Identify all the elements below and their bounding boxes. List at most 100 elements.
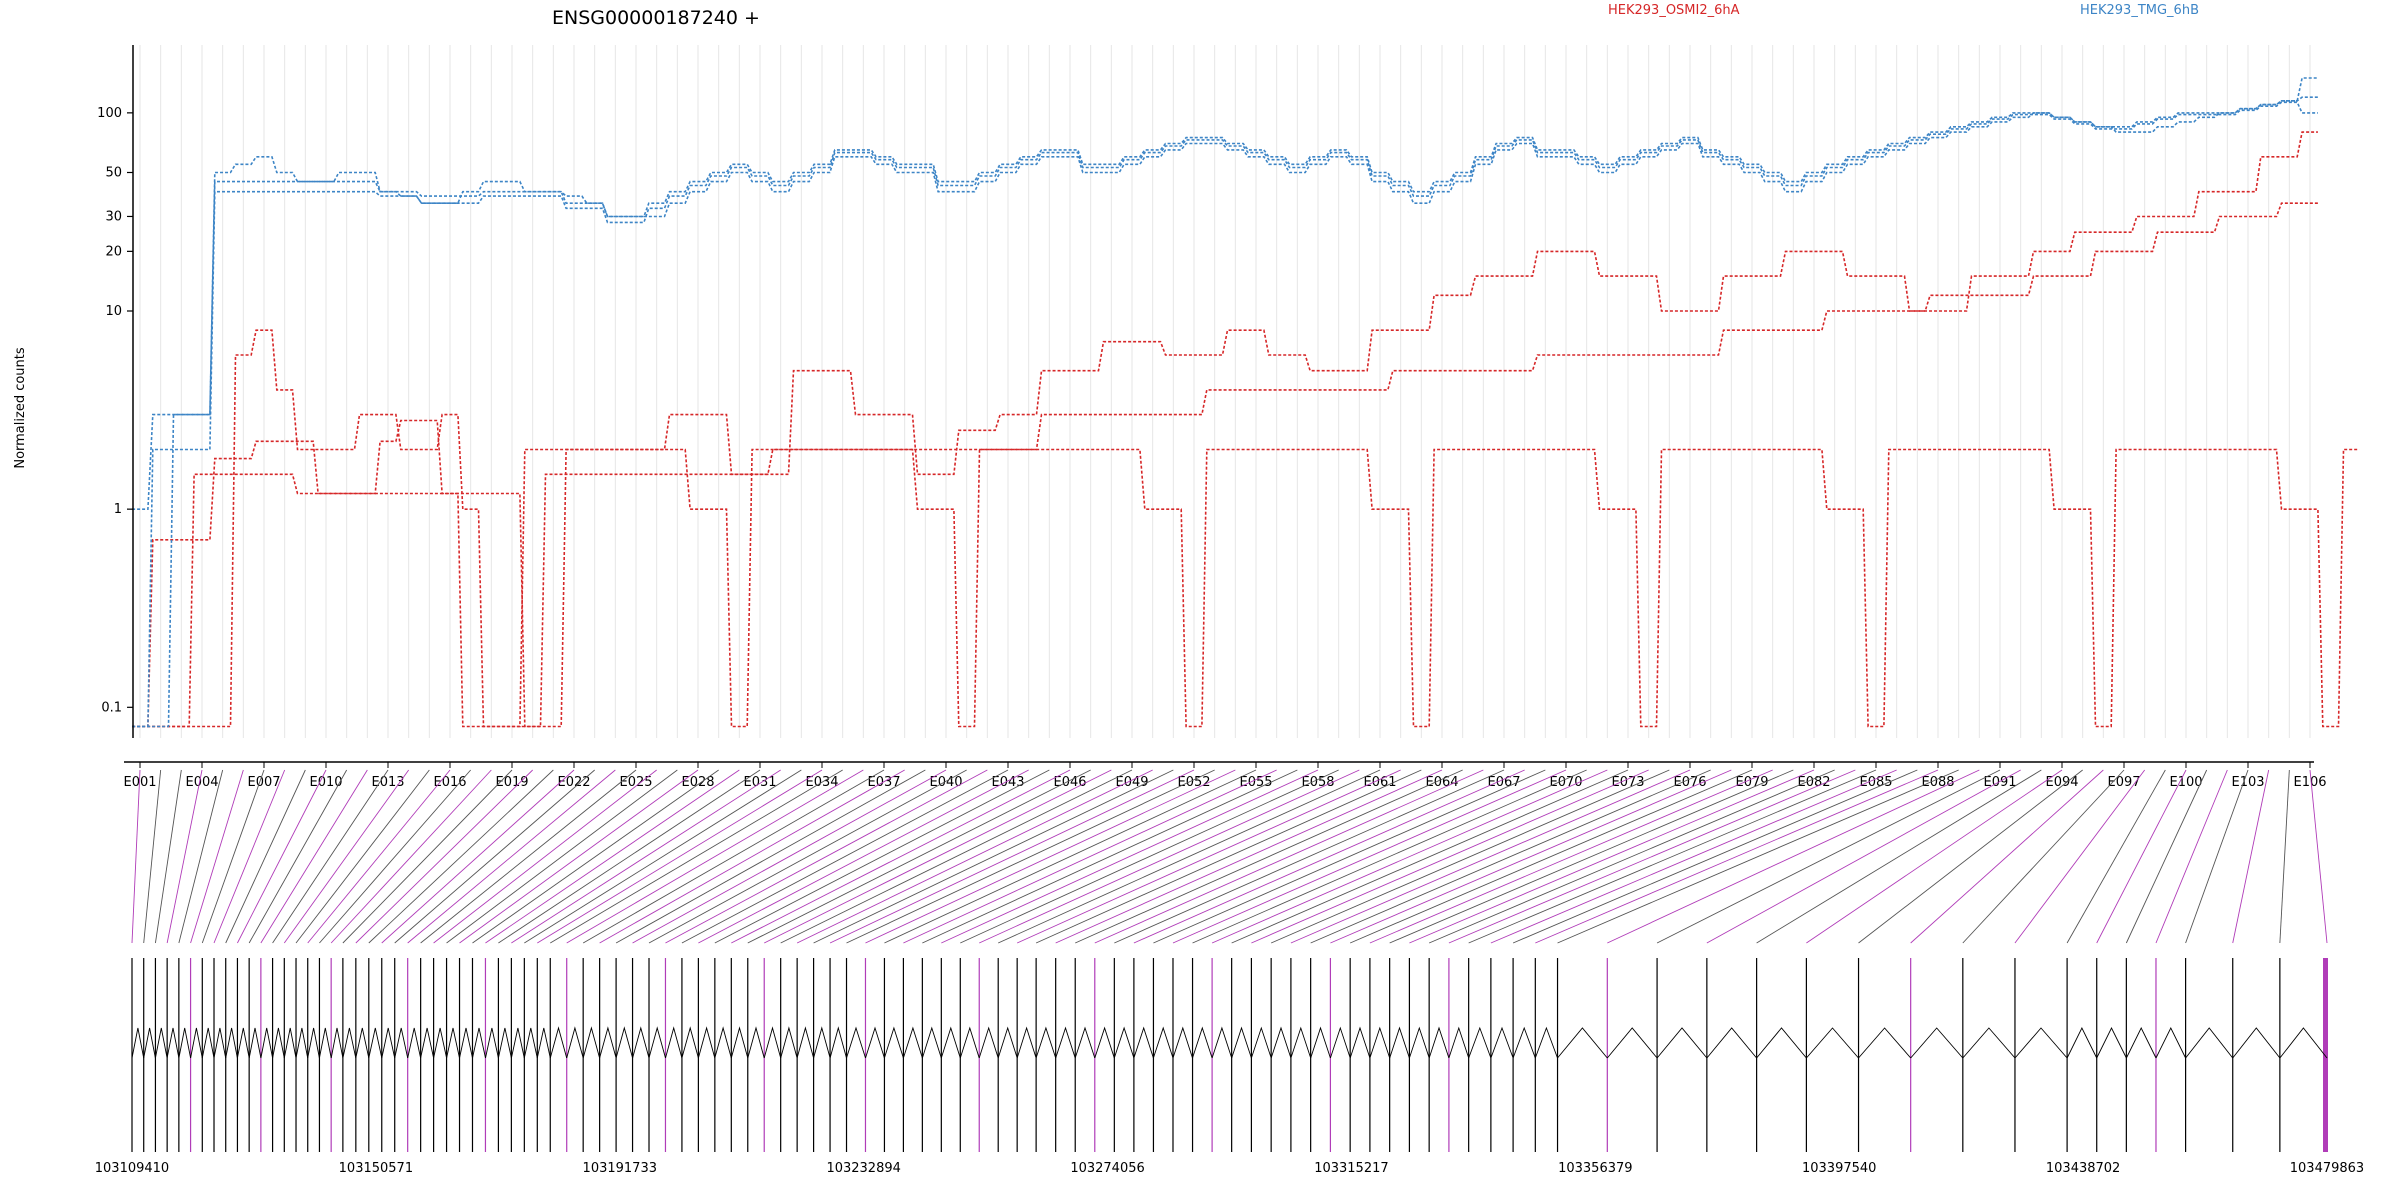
intron-line bbox=[1910, 1027, 1964, 1059]
exon-mapping-line bbox=[813, 769, 1174, 944]
exon-mapping-line bbox=[747, 769, 1091, 944]
exon-mapping-line bbox=[1114, 769, 1505, 944]
x-tick-label: E055 bbox=[1239, 775, 1272, 790]
exon-mapping-line bbox=[307, 769, 451, 944]
exon-mapping-line bbox=[260, 769, 368, 944]
genomic-coordinate-label: 103232894 bbox=[826, 1161, 900, 1176]
y-tick-label: 0.1 bbox=[101, 700, 122, 715]
genomic-coordinate-label: 103438702 bbox=[2046, 1161, 2120, 1176]
intron-line bbox=[1606, 1027, 1658, 1059]
exon-mapping-line bbox=[1192, 769, 1587, 944]
intron-line bbox=[763, 1026, 782, 1059]
intron-line bbox=[178, 1027, 192, 1059]
intron-line bbox=[1512, 1026, 1536, 1059]
exon-mapping-line bbox=[1806, 769, 2063, 944]
exon-mapping-line bbox=[2066, 769, 2166, 944]
exon-mapping-line bbox=[979, 769, 1360, 944]
x-tick-label: E106 bbox=[2293, 775, 2326, 790]
genomic-coordinate-labels: 103109410 103150571 103191733 103232894 1032… bbox=[95, 1161, 2364, 1176]
exon-mapping-line bbox=[796, 769, 1153, 944]
exon-mapping-line bbox=[1557, 769, 1959, 944]
intron-line bbox=[1250, 1026, 1272, 1059]
legend-item-a: HEK293_OSMI2_6hA bbox=[1608, 3, 1740, 18]
x-tick-label: E079 bbox=[1735, 775, 1768, 790]
intron-line bbox=[2279, 1027, 2328, 1059]
exon-mapping-line bbox=[615, 769, 926, 944]
intron-line bbox=[1211, 1026, 1233, 1059]
exon-mapping-line bbox=[1075, 769, 1463, 944]
intron-line bbox=[536, 1027, 551, 1059]
exon-mapping-line bbox=[330, 769, 492, 944]
exon-mapping-line bbox=[2155, 769, 2228, 944]
exon-mapping-line bbox=[903, 769, 1277, 944]
intron-line bbox=[330, 1027, 344, 1059]
intron-line bbox=[143, 1027, 156, 1059]
genomic-coordinate-label: 103274056 bbox=[1070, 1161, 1144, 1176]
chart-title: ENSG00000187240 + bbox=[552, 7, 760, 29]
intron-line bbox=[1094, 1026, 1115, 1059]
intron-line bbox=[599, 1026, 617, 1059]
intron-line bbox=[1389, 1026, 1410, 1059]
intron-line bbox=[582, 1026, 601, 1059]
intron-line bbox=[648, 1026, 666, 1059]
exon-mapping-line bbox=[1490, 769, 1897, 944]
intron-line bbox=[1962, 1027, 2016, 1059]
exon-mapping-line bbox=[524, 769, 802, 944]
intron-line bbox=[921, 1026, 942, 1059]
y-tick-label: 30 bbox=[105, 209, 122, 224]
x-tick-label: E067 bbox=[1487, 775, 1520, 790]
intron-line bbox=[883, 1026, 904, 1059]
intron-line bbox=[1656, 1027, 1708, 1059]
exon-mapping-line bbox=[648, 769, 967, 944]
intron-line bbox=[1806, 1027, 1859, 1059]
series-line bbox=[132, 96, 2318, 510]
x-tick-label: E007 bbox=[247, 775, 280, 790]
intron-line bbox=[1858, 1027, 1912, 1059]
series-line bbox=[132, 77, 2318, 728]
intron-line bbox=[2066, 1026, 2098, 1059]
intron-line bbox=[1074, 1026, 1096, 1059]
y-tick-label: 100 bbox=[97, 106, 122, 121]
intron-line bbox=[796, 1026, 815, 1059]
x-tick-label: E022 bbox=[557, 775, 590, 790]
x-tick-label: E016 bbox=[433, 775, 466, 790]
intron-line bbox=[368, 1027, 383, 1059]
intron-line bbox=[632, 1026, 650, 1059]
intron-line bbox=[1756, 1027, 1807, 1059]
exon-mapping-line bbox=[1962, 769, 2125, 944]
intron-line bbox=[2125, 1026, 2157, 1059]
exon-mapping-line bbox=[1858, 769, 2083, 944]
x-tick-label: E070 bbox=[1549, 775, 1582, 790]
exon-mapping-line bbox=[829, 769, 1195, 944]
exon-mapping-line bbox=[1310, 769, 1711, 944]
exon-mapping-line bbox=[1428, 769, 1835, 944]
exon-mapping-line bbox=[178, 769, 224, 944]
intron-line bbox=[1310, 1026, 1331, 1059]
exon-mapping-line bbox=[2309, 769, 2328, 944]
intron-line bbox=[697, 1026, 716, 1059]
exon-mapping-line bbox=[190, 769, 244, 944]
intron-line bbox=[1329, 1026, 1351, 1059]
intron-line bbox=[2014, 1027, 2068, 1059]
genomic-coordinate-label: 103479863 bbox=[2290, 1161, 2364, 1176]
intron-line bbox=[665, 1026, 683, 1059]
intron-line bbox=[283, 1027, 297, 1059]
exon-mapping-line bbox=[632, 769, 947, 944]
exon-mapping-line bbox=[1270, 769, 1670, 944]
intron-line bbox=[394, 1027, 409, 1059]
x-tick-labels: E001 E004 E007 E010 E013 E016 E019 E022 E025 E028… bbox=[123, 762, 2327, 790]
exon-mapping-line bbox=[1706, 769, 2021, 944]
exon-block bbox=[2323, 958, 2328, 1152]
intron-line bbox=[166, 1027, 180, 1059]
exon-mapping-line bbox=[225, 769, 306, 944]
intron-line bbox=[1557, 1027, 1608, 1059]
exon-mapping-line bbox=[550, 769, 843, 944]
gridlines bbox=[139, 45, 2311, 738]
exon-mapping-line bbox=[2279, 769, 2290, 944]
x-tick-label: E052 bbox=[1177, 775, 1210, 790]
exon-mapping-line bbox=[1448, 769, 1856, 944]
intron-line bbox=[2232, 1027, 2281, 1059]
x-tick-label: E025 bbox=[619, 775, 652, 790]
intron-line bbox=[272, 1027, 285, 1059]
